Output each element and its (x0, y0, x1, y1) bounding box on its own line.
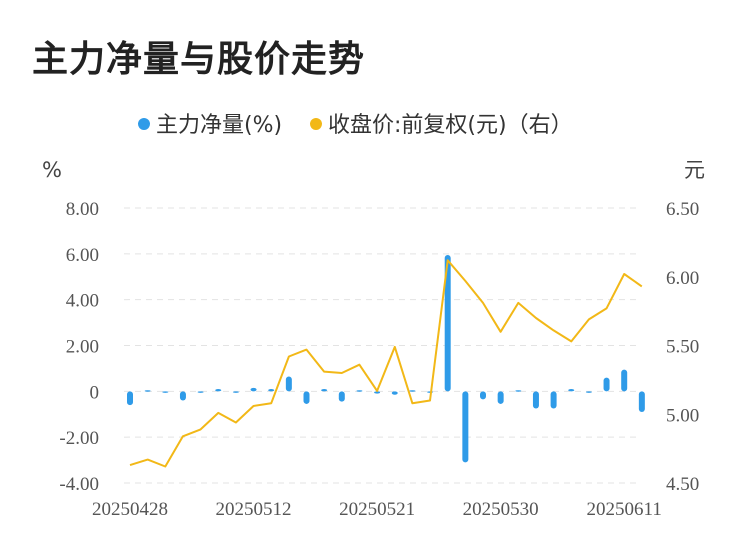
net-volume-bar (144, 390, 151, 392)
net-volume-bar (568, 389, 575, 392)
right-axis-tick-label: 6.50 (666, 199, 699, 220)
net-volume-bar (303, 391, 310, 404)
net-volume-bar (338, 391, 345, 402)
left-axis-unit: % (42, 158, 62, 182)
left-axis-tick-label: -4.00 (59, 474, 99, 495)
net-volume-bar (215, 389, 222, 392)
left-axis-tick-label: 2.00 (66, 337, 99, 358)
net-volume-bar (391, 391, 398, 395)
net-volume-bar (409, 390, 416, 392)
net-volume-bar (268, 389, 275, 392)
net-volume-bar (127, 391, 133, 406)
close-price-line (129, 259, 643, 468)
legend-marker-net-volume (138, 118, 150, 130)
x-axis-tick-label: 20250521 (339, 499, 415, 520)
net-volume-bar (585, 391, 592, 393)
legend-label-net-volume: 主力净量(%) (156, 113, 282, 138)
net-volume-bar (603, 377, 610, 392)
net-volume-bar (638, 391, 645, 412)
net-volume-bar (515, 390, 522, 392)
net-volume-bar (497, 391, 504, 404)
right-axis-ticks: 6.50 6.00 5.50 5.00 4.50 (666, 199, 699, 495)
net-volume-bar (250, 387, 257, 392)
net-volume-bar (462, 391, 469, 463)
chart-title: 主力净量与股价走势 (32, 39, 366, 80)
net-volume-bar (197, 391, 204, 393)
left-axis-tick-label: 6.00 (66, 245, 99, 266)
x-axis-tick-label: 20250428 (92, 499, 168, 520)
net-volume-bar (550, 391, 557, 409)
net-volume-bar (162, 391, 169, 393)
right-axis-tick-label: 5.50 (666, 337, 699, 358)
x-axis-tick-label: 20250611 (587, 499, 662, 520)
net-volume-bar (232, 391, 239, 393)
right-axis-tick-label: 4.50 (666, 474, 699, 495)
x-axis-ticks: 20250428 20250512 20250521 20250530 20250611 (92, 499, 662, 520)
left-axis-tick-label: 4.00 (66, 291, 99, 312)
net-volume-bar (444, 254, 451, 392)
legend-label-close-price: 收盘价:前复权(元)（右） (328, 113, 573, 138)
left-axis-tick-label: 8.00 (66, 199, 99, 220)
net-volume-bars (127, 254, 645, 463)
net-volume-bar (621, 369, 628, 392)
x-axis-tick-label: 20250530 (463, 499, 539, 520)
legend: 主力净量(%) 收盘价:前复权(元)（右） (138, 113, 573, 138)
right-axis-tick-label: 5.00 (666, 405, 699, 426)
left-axis-ticks: 8.00 6.00 4.00 2.00 0 -2.00 -4.00 (59, 199, 99, 495)
net-volume-bar (321, 389, 328, 392)
grid-lines (124, 207, 640, 484)
x-axis-tick-label: 20250512 (216, 499, 292, 520)
net-volume-bar (285, 376, 292, 392)
right-axis-unit: 元 (684, 158, 705, 182)
right-axis-tick-label: 6.00 (666, 268, 699, 289)
net-volume-bar (374, 391, 381, 394)
left-axis-tick-label: 0 (90, 382, 100, 403)
net-volume-bar (532, 391, 539, 409)
net-volume-bar (480, 391, 486, 400)
legend-marker-close-price (310, 118, 322, 130)
net-volume-bar (179, 391, 186, 401)
net-volume-bar (356, 390, 363, 392)
left-axis-tick-label: -2.00 (59, 428, 99, 449)
